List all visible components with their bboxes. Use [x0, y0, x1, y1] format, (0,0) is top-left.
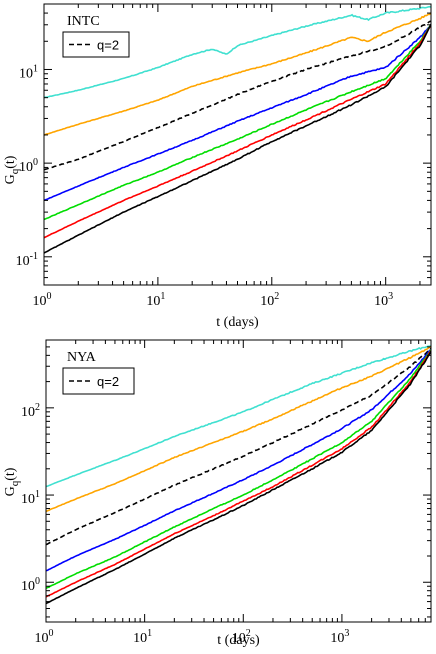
x-tick-label: 100 — [35, 628, 54, 646]
series-line — [46, 349, 431, 572]
x-axis-label: t (days) — [216, 315, 259, 330]
x-tick-label: 100 — [33, 291, 52, 309]
series-line — [44, 24, 431, 239]
x-tick-label: 103 — [374, 291, 393, 309]
series-line — [46, 344, 431, 488]
y-axis-label: Gq(t) — [3, 467, 21, 496]
x-tick-label: 101 — [146, 291, 165, 309]
legend: q=2 — [62, 31, 130, 58]
x-tick-label: 103 — [330, 628, 349, 646]
y-tick-label: 10-1 — [16, 251, 38, 269]
y-tick-label: 101 — [19, 63, 38, 81]
legend-label: q=2 — [97, 38, 119, 53]
series-line — [44, 24, 431, 221]
series-line — [44, 12, 431, 136]
series-line — [46, 349, 431, 590]
x-tick-label: 102 — [260, 291, 279, 309]
series-line — [44, 23, 431, 202]
legend-box — [62, 367, 135, 395]
y-tick-label: 101 — [21, 489, 40, 507]
series-group — [46, 344, 431, 605]
y-axis-label: Gq(t) — [3, 155, 21, 184]
panel-label: INTC — [67, 14, 100, 29]
series-line — [44, 20, 431, 171]
series-line — [44, 5, 431, 99]
legend: q=2 — [62, 367, 135, 395]
series-line — [46, 350, 431, 605]
legend-label: q=2 — [97, 374, 119, 389]
y-tick-label: 100 — [21, 576, 40, 594]
series-line — [46, 350, 431, 598]
y-tick-label: 100 — [19, 157, 38, 175]
x-axis-label: t (days) — [217, 633, 260, 648]
y-tick-label: 102 — [21, 402, 40, 420]
series-line — [46, 345, 431, 513]
series-group — [44, 5, 431, 254]
chart-panel-intc: 100 101 102 103 10-1 100 101 t (days) Gq(t) INTC q… — [3, 3, 432, 330]
series-line — [44, 24, 431, 254]
panel-label: NYA — [67, 350, 97, 365]
x-tick-label: 101 — [133, 628, 152, 646]
